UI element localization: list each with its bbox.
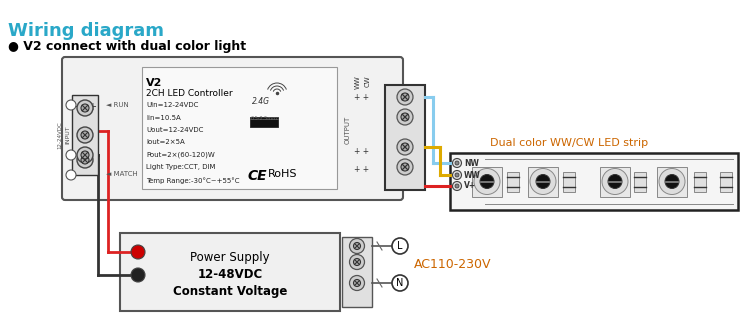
Text: CE: CE	[247, 169, 266, 183]
Circle shape	[77, 152, 93, 168]
Circle shape	[453, 181, 462, 191]
Bar	[450, 153, 738, 210]
Text: +: +	[88, 102, 96, 112]
Text: ◄ MATCH: ◄ MATCH	[106, 171, 138, 177]
Circle shape	[392, 238, 408, 254]
Text: Constant Voltage: Constant Voltage	[173, 285, 287, 298]
Text: AC110-230V: AC110-230V	[414, 258, 491, 271]
Bar	[342, 237, 372, 307]
Circle shape	[349, 254, 364, 269]
Circle shape	[131, 245, 145, 259]
Text: ● V2 connect with dual color light: ● V2 connect with dual color light	[8, 40, 246, 53]
Bar	[507, 171, 519, 192]
Circle shape	[665, 175, 679, 188]
Text: Uin=12-24VDC: Uin=12-24VDC	[146, 102, 198, 108]
Circle shape	[81, 156, 89, 164]
Text: V+: V+	[464, 181, 476, 191]
FancyBboxPatch shape	[62, 57, 403, 200]
Circle shape	[349, 276, 364, 290]
Text: Wiring diagram: Wiring diagram	[8, 22, 164, 40]
Text: Uout=12-24VDC: Uout=12-24VDC	[146, 127, 203, 133]
Bar	[634, 171, 646, 192]
Bar	[694, 171, 706, 192]
Circle shape	[81, 151, 89, 159]
Text: 12-24VDC: 12-24VDC	[57, 121, 62, 149]
Circle shape	[77, 147, 93, 163]
Text: OUTPUT: OUTPUT	[345, 116, 351, 144]
Circle shape	[397, 89, 413, 105]
Circle shape	[453, 159, 462, 167]
Bar	[142, 67, 337, 189]
Circle shape	[530, 168, 556, 195]
Circle shape	[397, 139, 413, 155]
Text: WW: WW	[464, 170, 481, 180]
Circle shape	[602, 168, 628, 195]
Circle shape	[353, 259, 361, 266]
Text: 12-48VDC: 12-48VDC	[197, 268, 263, 281]
Text: N: N	[396, 278, 404, 288]
Bar	[385, 85, 425, 190]
Circle shape	[474, 168, 500, 195]
Circle shape	[401, 113, 409, 121]
Circle shape	[659, 168, 685, 195]
Circle shape	[401, 93, 409, 101]
Text: ◄ RUN: ◄ RUN	[106, 102, 129, 108]
Text: RoHS: RoHS	[268, 169, 298, 179]
Circle shape	[66, 170, 76, 180]
Text: 2CH LED Controller: 2CH LED Controller	[146, 89, 233, 98]
Circle shape	[397, 109, 413, 125]
Text: Light Type:CCT, DIM: Light Type:CCT, DIM	[146, 164, 215, 170]
Circle shape	[77, 127, 93, 143]
Text: V2: V2	[146, 78, 162, 88]
Bar	[250, 117, 278, 127]
Text: + +: + +	[355, 147, 370, 157]
Text: Dual color WW/CW LED strip: Dual color WW/CW LED strip	[490, 138, 648, 148]
Circle shape	[401, 143, 409, 151]
Circle shape	[453, 170, 462, 180]
Text: Iout=2×5A: Iout=2×5A	[146, 140, 185, 146]
Circle shape	[349, 238, 364, 253]
Circle shape	[77, 100, 93, 116]
Circle shape	[397, 159, 413, 175]
Circle shape	[66, 150, 76, 160]
Circle shape	[131, 268, 145, 282]
Text: Temp Range:-30°C~+55°C: Temp Range:-30°C~+55°C	[146, 177, 240, 184]
Circle shape	[401, 163, 409, 171]
Circle shape	[81, 131, 89, 139]
Text: Pout=2×(60-120)W: Pout=2×(60-120)W	[146, 152, 214, 159]
Text: INPUT: INPUT	[65, 126, 70, 144]
Text: 2.4G: 2.4G	[252, 97, 270, 106]
Bar	[472, 166, 502, 197]
Text: + +: + +	[355, 165, 370, 175]
Circle shape	[536, 175, 550, 188]
Circle shape	[392, 275, 408, 291]
Text: Iin=10.5A: Iin=10.5A	[146, 114, 181, 121]
Circle shape	[66, 100, 76, 110]
Bar	[72, 95, 98, 175]
Text: 0.5-2.5mm²: 0.5-2.5mm²	[251, 116, 280, 121]
Text: L: L	[397, 241, 403, 251]
Circle shape	[608, 175, 622, 188]
Text: +: +	[74, 102, 82, 112]
Text: + +: + +	[355, 93, 370, 101]
Text: NW: NW	[464, 159, 479, 167]
Circle shape	[480, 175, 494, 188]
Circle shape	[353, 280, 361, 286]
Bar	[563, 171, 575, 192]
Bar	[657, 166, 687, 197]
Circle shape	[455, 173, 459, 177]
Text: CW: CW	[365, 75, 371, 87]
Bar	[120, 233, 340, 311]
Text: Power Supply: Power Supply	[190, 251, 270, 264]
Circle shape	[455, 161, 459, 165]
Bar	[720, 171, 732, 192]
Bar	[600, 166, 630, 197]
Circle shape	[455, 184, 459, 188]
Circle shape	[81, 104, 89, 112]
Bar	[528, 166, 558, 197]
Text: WW: WW	[355, 75, 361, 89]
Circle shape	[353, 243, 361, 250]
